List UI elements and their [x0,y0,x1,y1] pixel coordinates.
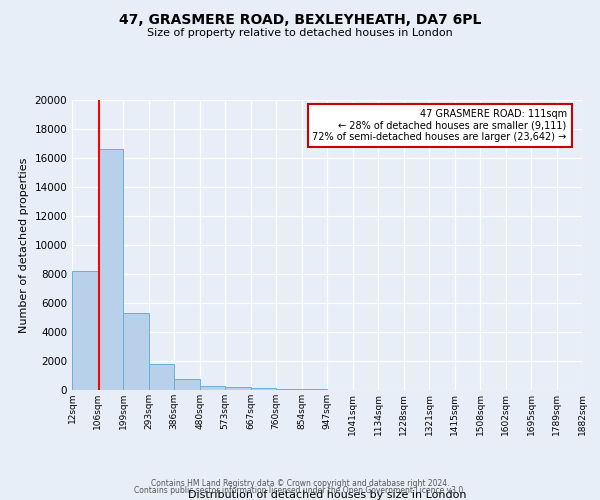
Text: Contains public sector information licensed under the Open Government Licence v3: Contains public sector information licen… [134,486,466,495]
Y-axis label: Number of detached properties: Number of detached properties [19,158,29,332]
Text: Size of property relative to detached houses in London: Size of property relative to detached ho… [147,28,453,38]
Bar [174,379,200,390]
Text: 47 GRASMERE ROAD: 111sqm
← 28% of detached houses are smaller (9,111)
72% of sem: 47 GRASMERE ROAD: 111sqm ← 28% of detach… [313,108,567,142]
Text: 47, GRASMERE ROAD, BEXLEYHEATH, DA7 6PL: 47, GRASMERE ROAD, BEXLEYHEATH, DA7 6PL [119,12,481,26]
Bar [200,386,225,390]
X-axis label: Distribution of detached houses by size in London: Distribution of detached houses by size … [188,490,466,500]
Bar [123,313,149,390]
Text: Contains HM Land Registry data © Crown copyright and database right 2024.: Contains HM Land Registry data © Crown c… [151,478,449,488]
Bar [98,150,123,390]
Bar [72,271,98,390]
Bar [225,388,251,390]
Bar [276,389,302,390]
Bar [251,388,276,390]
Bar [149,364,174,390]
